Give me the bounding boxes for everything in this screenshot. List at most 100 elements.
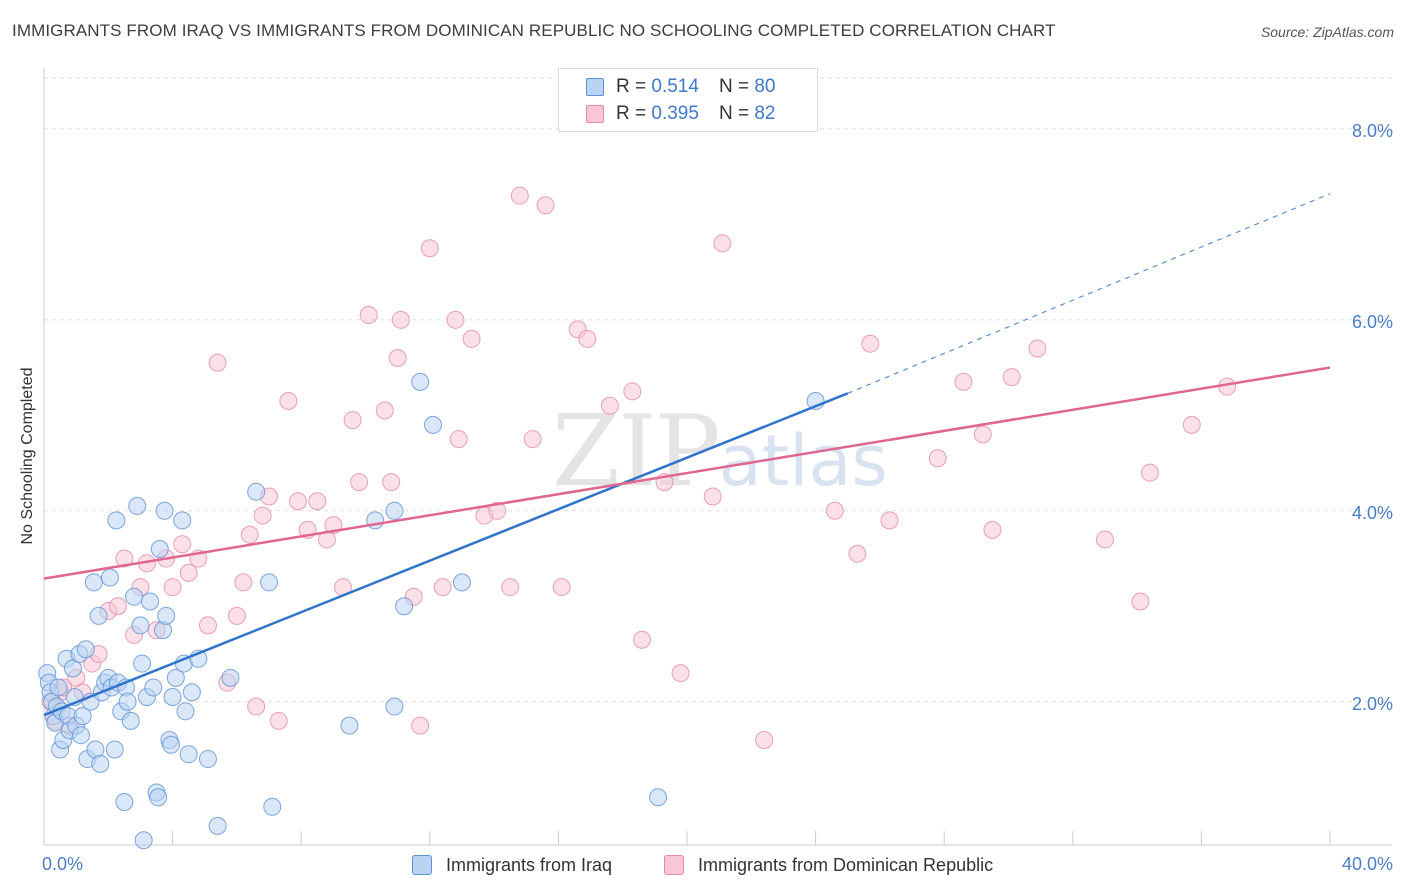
iraq-point [107, 511, 126, 530]
y-tick-label: 8.0% [1352, 121, 1393, 141]
legend-row-iraq: R = 0.514 N = 80 [586, 75, 775, 99]
iraq-point [166, 668, 185, 687]
iraq-point [125, 587, 144, 606]
dominican-point [163, 578, 182, 597]
iraq-point [395, 597, 414, 616]
iraq-point [263, 797, 282, 816]
chart-title: IMMIGRANTS FROM IRAQ VS IMMIGRANTS FROM … [12, 21, 1056, 40]
dominican-point [375, 401, 394, 420]
iraq-point [385, 501, 404, 520]
dominican-point [1095, 530, 1114, 549]
dominican-point [1131, 592, 1150, 611]
iraq-point [155, 501, 174, 520]
iraq-point [176, 702, 195, 721]
iraq-point [84, 573, 103, 592]
dominican-point [880, 511, 899, 530]
source-credit: Source: ZipAtlas.com [1260, 24, 1394, 40]
r-value: 0.514 [651, 76, 699, 97]
iraq-point [340, 716, 359, 735]
dominican-point [825, 501, 844, 520]
dominican-point [632, 630, 651, 649]
dominican-point [623, 382, 642, 401]
dominican-point [501, 578, 520, 597]
iraq-point [452, 573, 471, 592]
dominican-point [179, 563, 198, 582]
iraq-point [424, 415, 443, 434]
iraq-point [411, 372, 430, 391]
iraq-point [71, 726, 90, 745]
dominican-point [973, 425, 992, 444]
iraq-point [649, 788, 668, 807]
dominican-point [703, 487, 722, 506]
r-label: R = [616, 103, 647, 124]
iraq-point [385, 697, 404, 716]
iraq-point [133, 654, 152, 673]
y-tick-label: 4.0% [1352, 503, 1393, 523]
dominican-point [449, 430, 468, 449]
dominican-point [350, 473, 369, 492]
dominican-point [173, 535, 192, 554]
dominican-point [308, 492, 327, 511]
dominican-point [247, 697, 266, 716]
dominican-point [1140, 463, 1159, 482]
dominican-point [510, 186, 529, 205]
iraq-point [100, 568, 119, 587]
n-label: N = [718, 103, 750, 124]
iraq-point [173, 511, 192, 530]
iraq-point [157, 606, 176, 625]
x-tick-label: 0.0% [42, 854, 83, 874]
iraq-point [247, 482, 266, 501]
dominican-point [536, 196, 555, 215]
iraq-point [131, 616, 150, 635]
dominican-point [269, 711, 288, 730]
y-tick-label: 6.0% [1352, 312, 1393, 332]
iraq-point [144, 678, 163, 697]
iraq-point [149, 788, 168, 807]
dominican-point [861, 334, 880, 353]
dominican-point [411, 716, 430, 735]
iraq-point [198, 750, 217, 769]
dominican-point [523, 430, 542, 449]
iraq-point [76, 640, 95, 659]
dominican-point [446, 310, 465, 329]
dominican-point [755, 730, 774, 749]
iraq-point [208, 816, 227, 835]
iraq-point [179, 745, 198, 764]
x-tick-label: 40.0% [1342, 854, 1393, 874]
dominican-swatch [586, 105, 604, 123]
legend-item-iraq[interactable]: Immigrants from Iraq [412, 850, 612, 880]
dominican-point [671, 664, 690, 683]
iraq-trend-line [43, 392, 849, 717]
iraq-point [134, 831, 153, 850]
iraq-point [150, 539, 169, 558]
dominican-point [391, 310, 410, 329]
n-value: 82 [754, 103, 776, 124]
dominican-point [713, 234, 732, 253]
iraq-point [115, 793, 134, 812]
dominican-point [1182, 415, 1201, 434]
iraq-trend-extension [847, 193, 1331, 394]
dominican-point [382, 473, 401, 492]
y-axis-label: No Schooling Completed [19, 367, 36, 545]
iraq-point [128, 497, 147, 516]
iraq-point [91, 754, 110, 773]
dominican-point [954, 372, 973, 391]
iraq-point [118, 692, 137, 711]
dominican-point [420, 239, 439, 258]
dominican-point [288, 492, 307, 511]
dominican-point [108, 597, 127, 616]
dominican-point [343, 411, 362, 430]
dominican-point [488, 501, 507, 520]
iraq-point [182, 683, 201, 702]
correlation-legend: R = 0.514 N = 80 R = 0.395 N = 82 [558, 68, 818, 132]
iraq-point [161, 735, 180, 754]
dominican-point [552, 578, 571, 597]
legend-item-dominican[interactable]: Immigrants from Dominican Republic [664, 850, 993, 880]
iraq-point [121, 711, 140, 730]
dominican-point [600, 396, 619, 415]
dominican-point [1002, 368, 1021, 387]
dominican-trend-line [43, 366, 1331, 580]
dominican-point [578, 329, 597, 348]
dominican-point [462, 329, 481, 348]
